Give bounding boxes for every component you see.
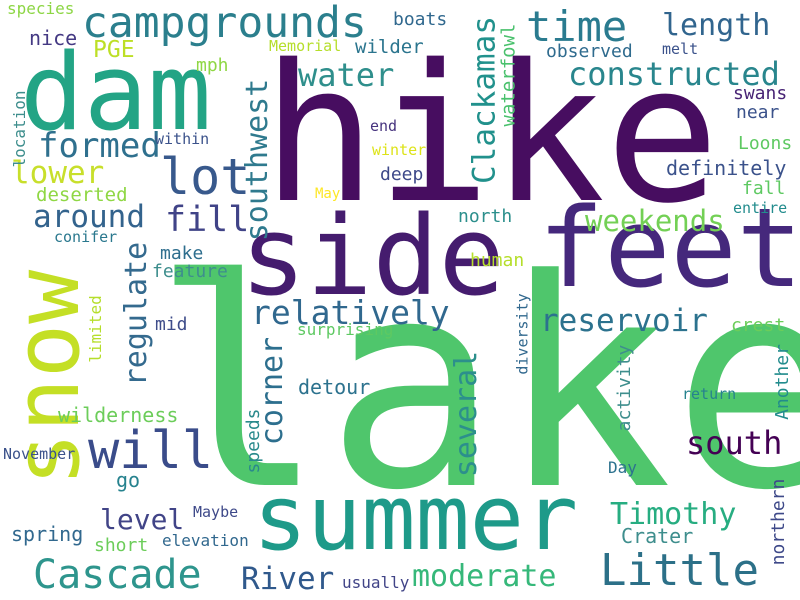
word-activity: activity: [614, 344, 635, 432]
word-lot: lot: [160, 148, 251, 206]
word-regulate: regulate: [119, 241, 154, 387]
word-Crater: Crater: [621, 524, 694, 548]
word-Day: Day: [608, 458, 637, 477]
word-Another: Another: [772, 344, 793, 420]
word-feature: feature: [152, 261, 228, 282]
word-fall: fall: [742, 178, 786, 199]
word-will: will: [88, 421, 214, 481]
word-campgrounds: campgrounds: [82, 0, 367, 48]
word-go: go: [116, 468, 141, 492]
word-return: return: [682, 385, 737, 403]
word-Clackamas: Clackamas: [466, 16, 503, 184]
word-weekends: weekends: [585, 204, 725, 238]
word-limited: limited: [86, 295, 105, 363]
word-wilderness: wilderness: [58, 403, 179, 427]
word-entire: entire: [733, 199, 788, 217]
word-formed: formed: [38, 126, 161, 166]
word-Timothy: Timothy: [610, 497, 737, 532]
word-species: species: [7, 0, 75, 18]
word-level: level: [100, 503, 185, 536]
word-around: around: [33, 199, 145, 235]
word-summer: summer: [253, 466, 579, 571]
word-deep: deep: [380, 164, 424, 185]
word-short: short: [94, 535, 149, 556]
word-wilder: wilder: [355, 36, 424, 58]
word-Little: Little: [600, 545, 759, 596]
word-spring: spring: [11, 522, 84, 546]
word-fill: fill: [165, 200, 250, 240]
word-lake: lake: [152, 218, 800, 553]
word-near: near: [736, 102, 780, 123]
word-several: several: [449, 350, 484, 478]
word-May: May: [315, 186, 341, 202]
word-deserted: deserted: [36, 184, 128, 206]
word-constructed: constructed: [568, 55, 780, 93]
word-winter: winter: [372, 141, 427, 159]
word-dam: dam: [20, 31, 212, 154]
word-detour: detour: [298, 375, 371, 399]
word-water: water: [298, 56, 395, 94]
word-feet: feet: [538, 184, 800, 312]
word-melt: melt: [662, 40, 699, 58]
word-usually: usually: [342, 573, 410, 592]
word-diversity: diversity: [513, 293, 532, 375]
word-Cascade: Cascade: [33, 552, 202, 598]
word-mid: mid: [155, 314, 188, 335]
word-length: length: [662, 8, 771, 43]
word-time: time: [526, 2, 628, 51]
word-waterfowl: waterfowl: [497, 23, 520, 127]
word-elevation: elevation: [162, 531, 249, 550]
word-November: November: [3, 445, 76, 463]
word-Memorial: Memorial: [269, 37, 342, 55]
word-Maybe: Maybe: [193, 503, 239, 521]
word-north: north: [458, 206, 513, 227]
word-make: make: [160, 243, 204, 264]
word-definitely: definitely: [666, 156, 787, 180]
word-speeds: speeds: [243, 408, 264, 474]
word-moderate: moderate: [412, 559, 557, 594]
word-nice: nice: [29, 26, 78, 50]
word-observed: observed: [546, 41, 633, 62]
word-end: end: [370, 117, 398, 135]
word-reservoir: reservoir: [540, 303, 708, 339]
word-human: human: [470, 250, 525, 271]
word-mph: mph: [196, 55, 229, 76]
word-location: location: [10, 90, 29, 168]
word-PGE: PGE: [93, 37, 135, 63]
word-within: within: [155, 130, 210, 148]
word-side: side: [240, 192, 505, 320]
word-relatively: relatively: [251, 293, 450, 332]
word-swans: swans: [733, 83, 788, 104]
word-surprising: surprising: [297, 320, 394, 339]
word-boats: boats: [393, 9, 448, 30]
word-Loons: Loons: [738, 133, 793, 154]
word-conifer: conifer: [54, 228, 118, 246]
word-River: River: [241, 561, 335, 597]
word-south: south: [686, 424, 783, 462]
word-lower: lower: [11, 155, 105, 191]
word-hike: hike: [262, 24, 720, 245]
word-southwest: southwest: [240, 78, 275, 242]
word-crest: crest: [731, 315, 786, 336]
word-northern: northern: [768, 478, 789, 566]
